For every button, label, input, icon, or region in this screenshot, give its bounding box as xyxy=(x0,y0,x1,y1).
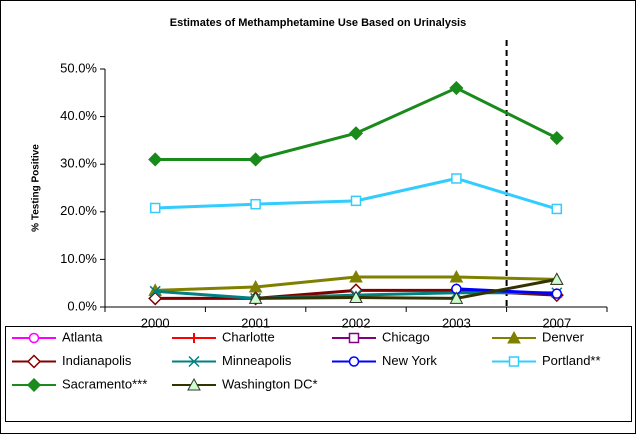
data-point xyxy=(248,291,263,304)
legend-marker xyxy=(189,333,199,343)
legend-label: Portland** xyxy=(542,353,601,368)
legend-label: Minneapolis xyxy=(222,353,292,368)
y-tick-label: 20.0% xyxy=(60,203,97,218)
legend-label: Chicago xyxy=(382,329,430,344)
data-point xyxy=(149,285,161,297)
data-point xyxy=(551,288,563,299)
x-tick-label: 2003 xyxy=(442,315,471,330)
data-point xyxy=(449,269,464,283)
legend-marker xyxy=(187,377,201,391)
legend-marker xyxy=(348,332,360,344)
data-point xyxy=(551,203,563,215)
legend-label: Indianapolis xyxy=(62,353,132,368)
y-tick-label: 40.0% xyxy=(60,108,97,123)
legend-marker xyxy=(26,354,42,369)
data-point xyxy=(349,290,363,303)
data-point xyxy=(148,291,163,306)
legend-label: Charlotte xyxy=(222,329,275,344)
legend-label: Atlanta xyxy=(62,329,103,344)
series-line xyxy=(255,277,558,300)
data-point xyxy=(348,126,364,141)
y-tick-label: 30.0% xyxy=(60,156,97,171)
data-point xyxy=(149,202,161,214)
data-point xyxy=(250,198,261,210)
series-line xyxy=(456,287,557,296)
legend xyxy=(5,326,632,422)
legend-marker xyxy=(188,355,200,368)
chart-title: Estimates of Methamphetamine Use Based o… xyxy=(170,17,466,29)
legend-label: New York xyxy=(382,353,437,368)
legend-marker xyxy=(507,330,521,344)
legend-marker xyxy=(26,377,42,393)
data-point xyxy=(549,130,564,146)
data-point xyxy=(148,152,163,167)
x-tick-label: 2002 xyxy=(342,315,371,330)
data-point xyxy=(449,291,464,304)
x-tick-label: 2000 xyxy=(141,315,170,330)
data-point xyxy=(350,195,362,207)
y-tick-label: 10.0% xyxy=(60,251,97,266)
legend-label: Denver xyxy=(542,329,585,344)
y-axis-label: % Testing Positive xyxy=(31,144,42,232)
y-tick-label: 0.0% xyxy=(67,298,97,313)
y-tick-label: 50.0% xyxy=(60,60,97,75)
legend-marker xyxy=(348,356,360,367)
legend-label: Sacramento*** xyxy=(62,376,147,391)
data-point xyxy=(248,152,263,167)
legend-marker xyxy=(28,332,40,344)
data-point xyxy=(349,269,363,283)
x-tick-label: 2001 xyxy=(241,315,270,330)
x-tick-label: 2007 xyxy=(542,315,571,330)
legend-label: Washington DC* xyxy=(222,376,318,391)
data-point xyxy=(451,173,462,184)
legend-marker xyxy=(508,356,520,367)
data-point xyxy=(549,272,564,285)
data-point xyxy=(449,80,464,96)
